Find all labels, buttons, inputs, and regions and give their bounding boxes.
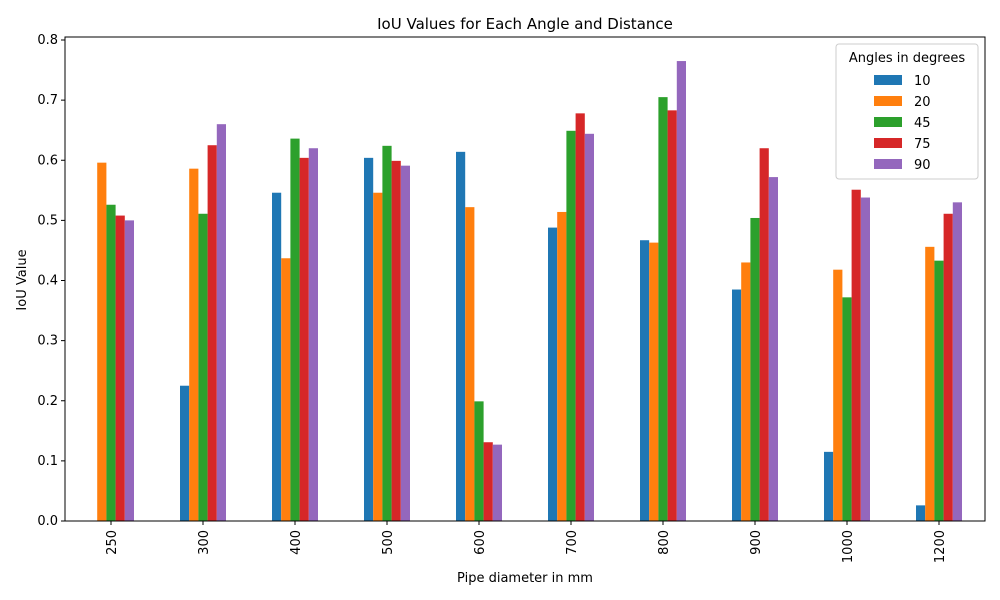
- y-tick-label: 0.4: [37, 274, 58, 289]
- legend-label-75: 75: [914, 137, 931, 152]
- bar-75-500: [391, 160, 401, 521]
- x-tick-label: 1200: [933, 530, 948, 563]
- bar-45-1000: [842, 297, 852, 521]
- bar-45-900: [750, 217, 760, 521]
- y-tick-label: 0.0: [37, 514, 58, 529]
- y-tick-label: 0.3: [37, 334, 58, 349]
- x-tick-label: 800: [657, 530, 672, 555]
- bar-20-1000: [833, 269, 843, 521]
- bar-45-250: [106, 204, 116, 521]
- bar-20-600: [465, 207, 475, 521]
- bar-45-1200: [934, 260, 944, 521]
- bar-20-250: [97, 162, 107, 522]
- bar-45-700: [566, 130, 576, 521]
- bar-45-300: [198, 213, 208, 522]
- bar-75-400: [299, 157, 309, 522]
- bar-10-700: [548, 227, 558, 521]
- x-axis-label: Pipe diameter in mm: [457, 571, 593, 586]
- x-tick-label: 1000: [841, 530, 856, 563]
- x-axis: 250 300 400 500 600 700 800 900 1000 1200: [105, 521, 948, 563]
- bar-90-700: [584, 133, 594, 522]
- bar-90-1000: [860, 197, 870, 521]
- bar-10-800: [640, 240, 650, 521]
- x-tick-label: 600: [473, 530, 488, 555]
- bar-90-500: [400, 165, 410, 521]
- bars-layer: [97, 61, 962, 522]
- legend-box: [835, 43, 979, 180]
- y-tick-label: 0.5: [37, 213, 58, 228]
- bar-10-1200: [916, 505, 926, 521]
- bar-90-300: [216, 124, 226, 522]
- legend-swatch-75: [874, 138, 902, 148]
- legend: Angles in degrees 10 20 45 75 90: [835, 43, 979, 180]
- x-tick-label: 900: [749, 530, 764, 555]
- bar-45-500: [382, 145, 392, 522]
- bar-75-1000: [851, 189, 861, 522]
- bar-20-300: [189, 168, 199, 521]
- bar-10-300: [180, 385, 190, 521]
- bar-45-800: [658, 97, 668, 522]
- y-tick-label: 0.1: [37, 454, 58, 469]
- bar-45-400: [290, 138, 300, 522]
- y-axis: 0.0 0.1 0.2 0.3 0.4 0.5 0.6 0.7 0.8: [37, 33, 65, 529]
- legend-swatch-20: [874, 96, 902, 106]
- legend-label-10: 10: [914, 74, 931, 89]
- y-axis-label: IoU Value: [15, 249, 30, 310]
- bar-75-600: [483, 442, 493, 521]
- bar-20-1200: [925, 246, 935, 521]
- x-tick-label: 700: [565, 530, 580, 555]
- y-tick-label: 0.8: [37, 33, 58, 48]
- legend-label-90: 90: [914, 158, 931, 173]
- y-tick-label: 0.6: [37, 153, 58, 168]
- legend-swatch-90: [874, 159, 902, 169]
- bar-90-600: [492, 444, 502, 521]
- legend-swatch-10: [874, 75, 902, 85]
- bar-10-500: [364, 157, 374, 522]
- bar-20-800: [649, 242, 659, 521]
- y-tick-label: 0.7: [37, 93, 58, 108]
- chart-title: IoU Values for Each Angle and Distance: [377, 15, 673, 33]
- legend-label-20: 20: [914, 95, 931, 110]
- bar-20-700: [557, 211, 567, 521]
- bar-90-1200: [952, 202, 962, 521]
- bar-10-1000: [824, 451, 834, 521]
- bar-75-900: [759, 148, 769, 522]
- bar-75-300: [207, 145, 217, 521]
- bar-75-800: [667, 110, 677, 521]
- legend-label-45: 45: [914, 116, 931, 131]
- bar-90-400: [308, 148, 318, 522]
- bar-75-250: [115, 215, 125, 521]
- legend-title: Angles in degrees: [849, 51, 965, 66]
- x-tick-label: 400: [289, 530, 304, 555]
- bar-20-500: [373, 192, 383, 521]
- legend-swatch-45: [874, 117, 902, 127]
- bar-45-600: [474, 401, 484, 521]
- bar-75-700: [575, 113, 585, 522]
- bar-10-600: [456, 151, 466, 521]
- bar-10-900: [732, 289, 742, 521]
- bar-20-400: [281, 258, 291, 521]
- bar-90-250: [124, 220, 134, 521]
- bar-90-900: [768, 177, 778, 521]
- bar-90-800: [676, 61, 686, 522]
- plot-frame: [64, 36, 986, 522]
- x-tick-label: 500: [381, 530, 396, 555]
- bar-20-900: [741, 262, 751, 521]
- x-tick-label: 300: [197, 530, 212, 555]
- y-tick-label: 0.2: [37, 394, 58, 409]
- bar-75-1200: [943, 213, 953, 522]
- bar-10-400: [272, 192, 282, 521]
- x-tick-label: 250: [105, 530, 120, 555]
